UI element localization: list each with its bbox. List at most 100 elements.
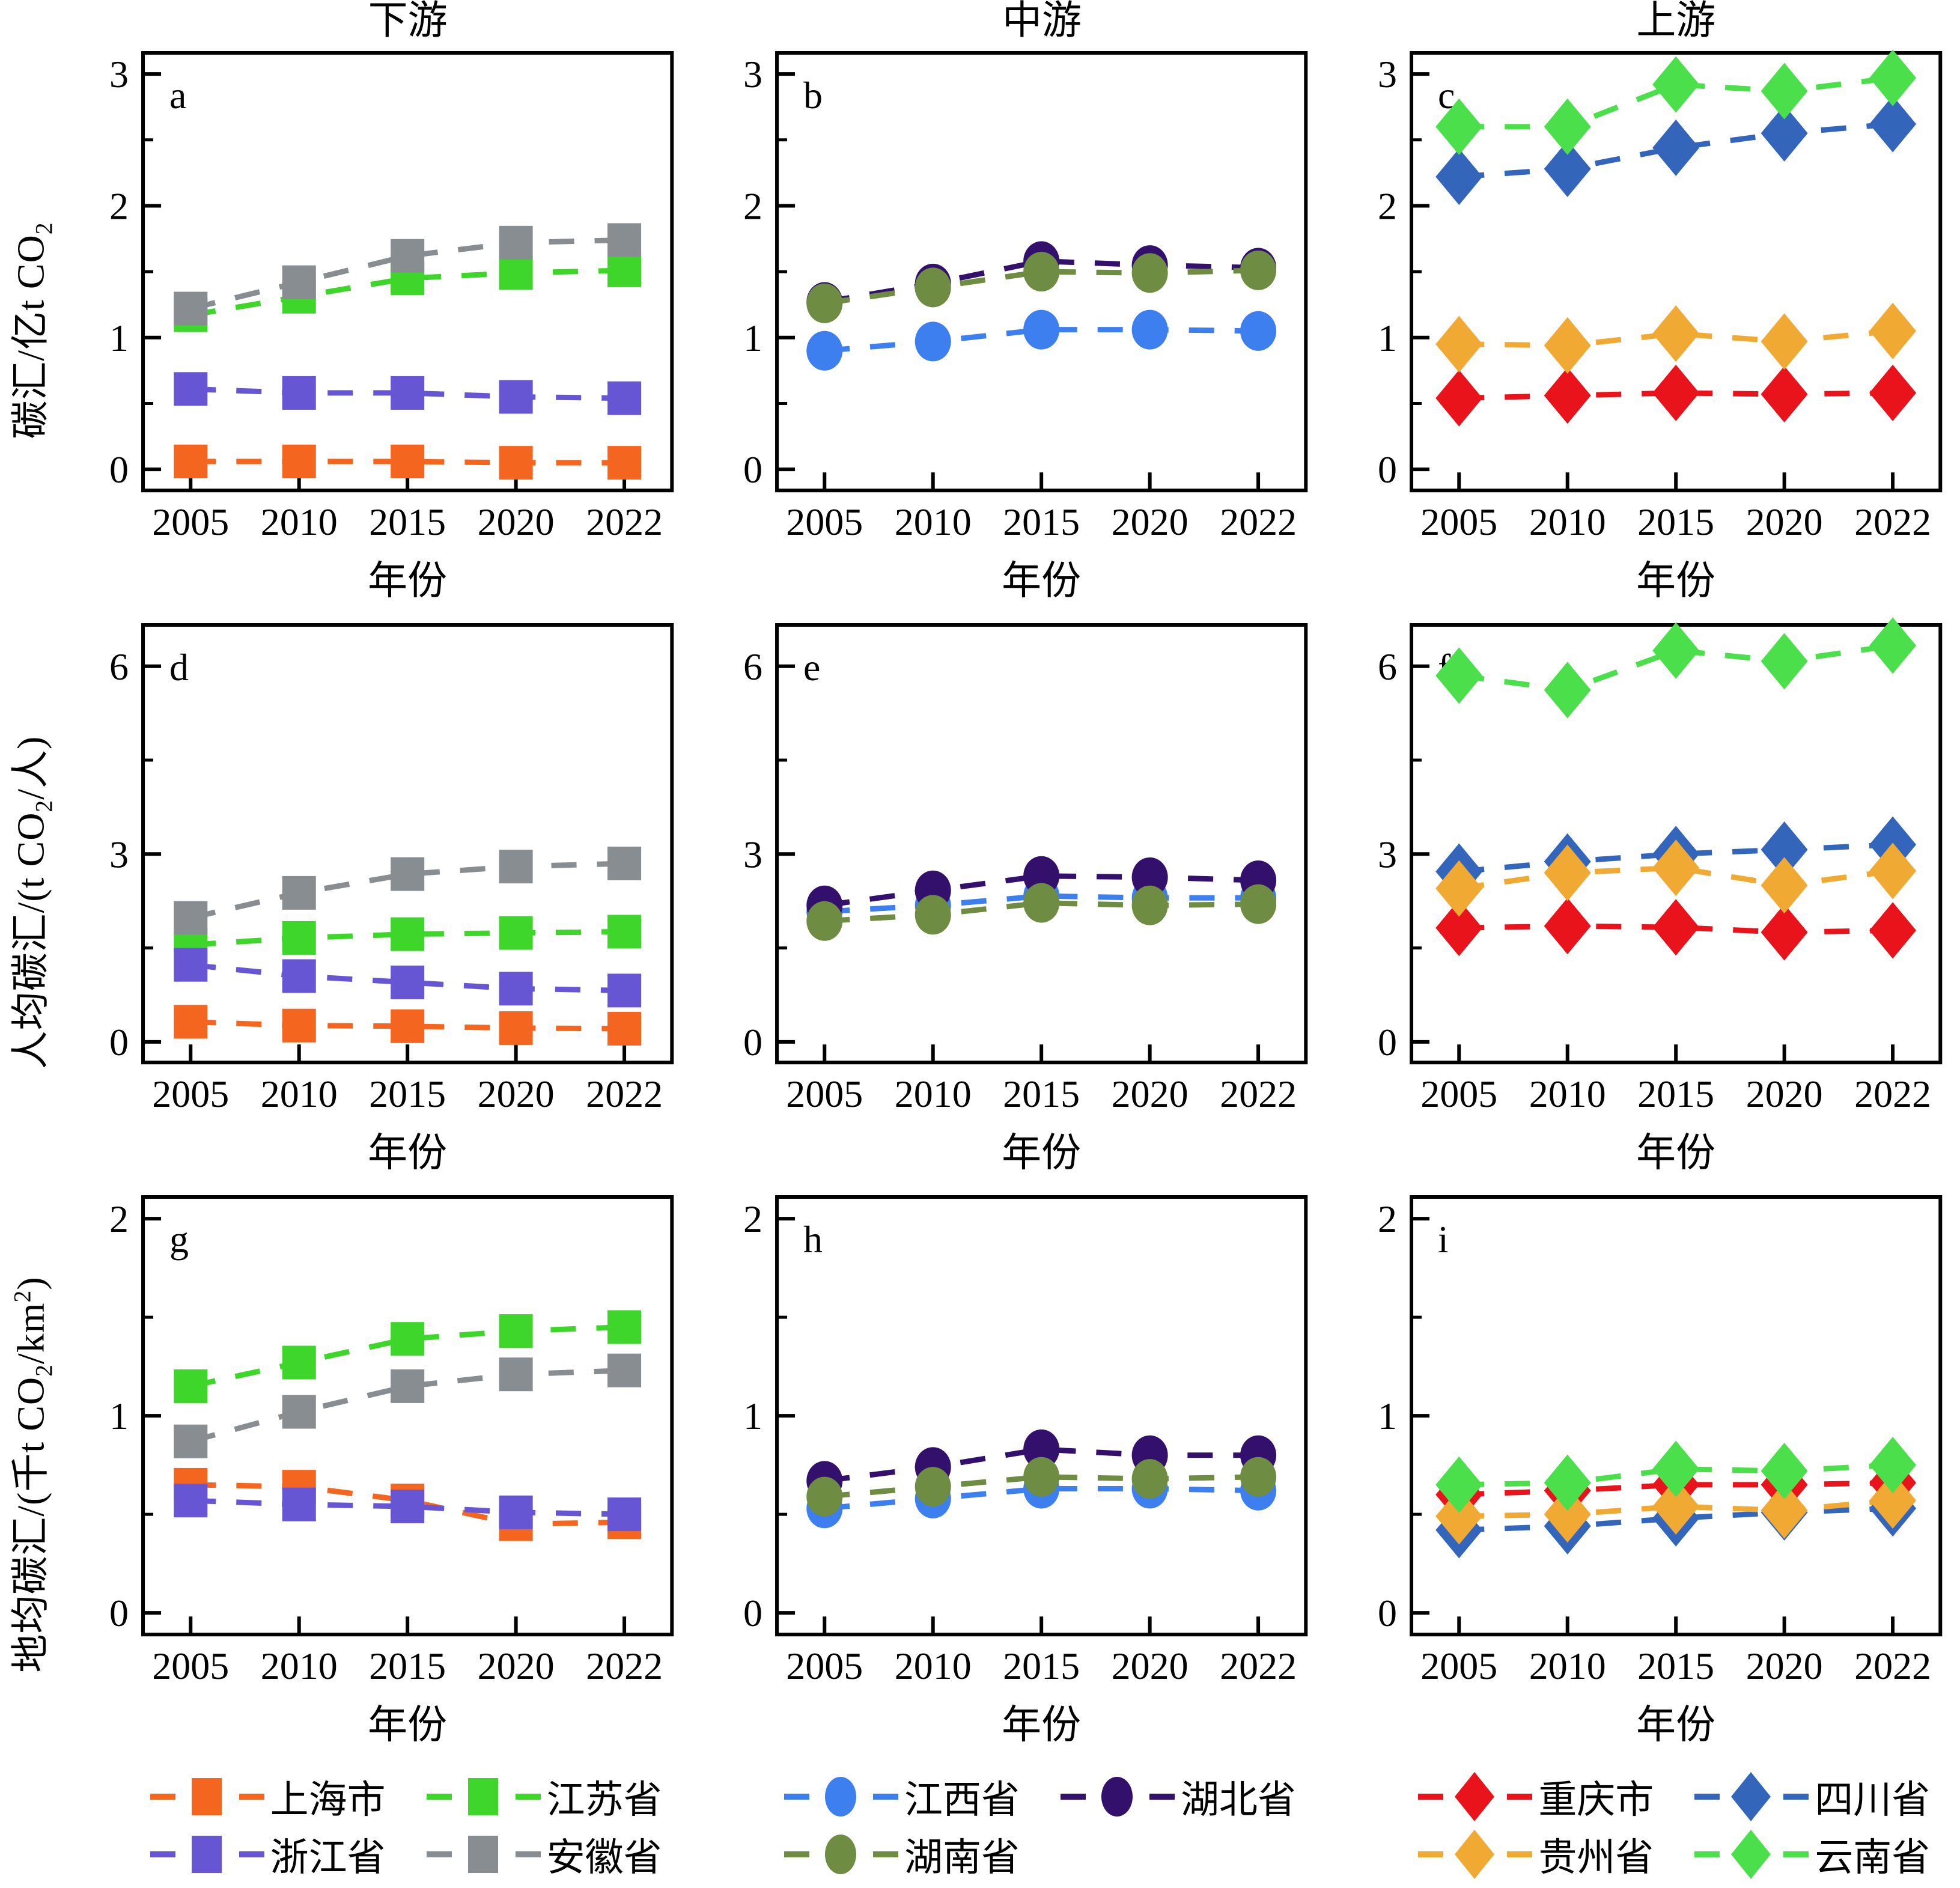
- plot-border: [1409, 1195, 1942, 1637]
- legend-item-重庆市: 重庆市: [1416, 1769, 1654, 1824]
- data-point-四川省: [1652, 119, 1699, 176]
- panel-h: 0 1 2 2005 2010 2015 2020 2022 年份 h: [692, 1189, 1325, 1761]
- title-gutter: [0, 0, 58, 44]
- data-point-江苏省: [282, 921, 316, 955]
- x-tick-label: 2005: [152, 1645, 229, 1687]
- x-tick-label: 2010: [895, 1645, 972, 1687]
- data-point-贵州省: [1544, 844, 1591, 901]
- data-point-浙江省: [282, 376, 316, 410]
- diamond-legend-symbol: [1694, 1830, 1809, 1879]
- legend-item-湖北省: 湖北省: [1058, 1769, 1296, 1824]
- data-point-云南省: [1761, 1442, 1808, 1499]
- data-point-云南省: [1652, 56, 1699, 113]
- data-point-浙江省: [607, 973, 642, 1008]
- data-point-安徽省: [282, 1395, 316, 1429]
- square-legend-symbol: [426, 1836, 541, 1873]
- x-tick-label: 2020: [478, 501, 555, 543]
- data-point-湖南省: [1131, 253, 1168, 293]
- y-tick-label: 1: [743, 317, 762, 359]
- y-tick-label: 1: [743, 1395, 762, 1437]
- square-legend-symbol: [150, 1778, 264, 1815]
- x-tick-label: 2010: [895, 501, 972, 543]
- data-point-浙江省: [282, 1487, 316, 1521]
- square-marker: [191, 1778, 222, 1815]
- circle-marker: [824, 1777, 856, 1816]
- x-axis-title: 年份: [1002, 559, 1082, 603]
- x-axis-title: 年份: [1002, 1703, 1082, 1747]
- data-point-湖南省: [915, 1467, 952, 1507]
- data-point-安徽省: [391, 857, 425, 891]
- y-tick-label: 0: [109, 1021, 129, 1064]
- data-point-江西省: [1023, 309, 1060, 350]
- diamond-legend-symbol: [1418, 1830, 1533, 1879]
- data-point-重庆市: [1761, 366, 1808, 423]
- panel-f: 03620052010201520202022年份f: [1326, 617, 1960, 1189]
- square-legend-symbol: [150, 1836, 264, 1873]
- data-point-四川省: [1761, 105, 1808, 162]
- x-tick-label: 2022: [586, 501, 663, 543]
- y-tick-label: 2: [109, 1198, 129, 1240]
- legend-item-湖南省: 湖南省: [782, 1827, 1020, 1882]
- data-point-湖南省: [1023, 252, 1060, 292]
- column-title-midstream: 中游: [1002, 0, 1082, 43]
- x-tick-label: 2010: [1529, 1645, 1605, 1687]
- data-point-湖南省: [806, 901, 843, 941]
- x-tick-label: 2005: [1420, 1645, 1497, 1687]
- data-point-重庆市: [1435, 370, 1482, 427]
- chart-panel-a: 0 1 2 3 2005 2010 2015 2020 2022 年份 a: [109, 51, 674, 603]
- data-point-四川省: [1761, 821, 1808, 879]
- x-tick-label: 2020: [478, 1645, 555, 1687]
- circle-legend-symbol: [784, 1835, 898, 1874]
- legend-upstream: 重庆市 四川省 贵州省 云南省: [1326, 1769, 1960, 1888]
- data-point-江苏省: [607, 253, 642, 287]
- data-point-浙江省: [174, 372, 208, 406]
- chart-row-per-area: 地均碳汇/(千t CO2/km2) 0 1 2 2005 2010 2015 2020 202…: [0, 1189, 1960, 1761]
- data-point-上海市: [391, 444, 425, 478]
- y-tick-label: 0: [743, 448, 762, 491]
- x-tick-label: 2005: [1420, 1073, 1497, 1115]
- y-tick-label: 3: [743, 53, 762, 96]
- data-point-湖南省: [806, 283, 843, 323]
- panel-g: 0 1 2 2005 2010 2015 2020 2022 年份 g: [58, 1189, 692, 1761]
- data-point-上海市: [282, 1008, 316, 1043]
- data-point-湖南省: [1023, 1457, 1060, 1497]
- y-tick-label: 0: [743, 1592, 762, 1634]
- data-point-贵州省: [1761, 313, 1808, 370]
- data-point-湖南省: [1131, 1459, 1168, 1499]
- data-point-重庆市: [1869, 902, 1916, 959]
- x-tick-label: 2022: [1854, 1645, 1931, 1687]
- x-tick-label: 2015: [1003, 1645, 1080, 1687]
- data-point-贵州省: [1435, 315, 1482, 373]
- data-point-安徽省: [174, 291, 208, 326]
- diamond-marker: [1455, 1830, 1495, 1879]
- data-point-浙江省: [499, 1495, 533, 1529]
- panel-letter: a: [169, 74, 186, 117]
- data-point-上海市: [391, 1009, 425, 1043]
- panel-d: 0 3 6 2005 2010 2015 2020 2022 年份 d: [58, 617, 692, 1189]
- x-axis-title: 年份: [1636, 1703, 1715, 1747]
- panel-letter: g: [169, 1218, 189, 1261]
- x-tick-label: 2005: [787, 1073, 863, 1115]
- x-tick-label: 2015: [369, 501, 446, 543]
- data-point-安徽省: [607, 846, 642, 880]
- x-tick-label: 2020: [1745, 501, 1822, 543]
- data-point-上海市: [499, 446, 533, 480]
- data-point-贵州省: [1544, 1486, 1591, 1543]
- data-point-安徽省: [282, 265, 316, 299]
- column-title-row: 下游 中游 上游: [0, 0, 1960, 44]
- panel-letter: i: [1438, 1218, 1449, 1261]
- legend-label: 湖北省: [1180, 1779, 1296, 1821]
- data-point-江苏省: [499, 916, 533, 950]
- y-tick-label: 0: [109, 1592, 129, 1634]
- y-tick-label: 0: [1378, 448, 1397, 491]
- data-point-安徽省: [499, 225, 533, 260]
- panel-i: 0 1 2 2005 2010 2015 2020 2022 年份 i: [1326, 1189, 1960, 1761]
- x-tick-label: 2020: [1112, 501, 1188, 543]
- circle-marker: [824, 1835, 856, 1874]
- y-tick-label: 1: [1378, 1395, 1397, 1437]
- data-point-安徽省: [174, 901, 208, 935]
- chart-panel-b: 0 1 2 3 2005 2010 2015 2020 2022 年份 b: [743, 51, 1308, 603]
- data-point-安徽省: [391, 239, 425, 273]
- data-point-上海市: [607, 1011, 642, 1046]
- data-point-上海市: [174, 444, 208, 478]
